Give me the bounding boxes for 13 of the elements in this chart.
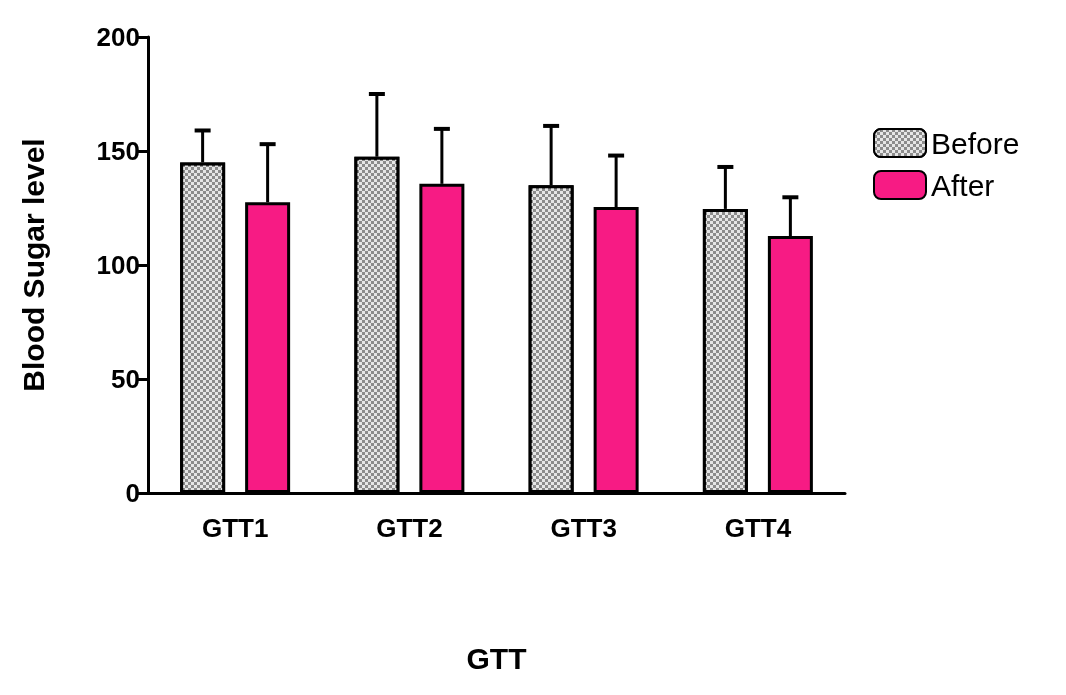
legend-label: After — [931, 168, 995, 202]
y-tick-label: 200 — [96, 22, 140, 52]
legend-label: Before — [931, 126, 1020, 160]
y-axis-title: Blood Sugar level — [16, 138, 50, 392]
x-tick-label: GTT2 — [376, 513, 443, 543]
x-tick-label: GTT4 — [724, 513, 792, 543]
y-tick-label: 0 — [125, 478, 140, 508]
y-tick-label: 100 — [96, 250, 140, 280]
y-tick-label: 50 — [111, 364, 140, 394]
y-tick-label: 150 — [96, 136, 140, 166]
x-tick-label: GTT3 — [550, 513, 617, 543]
x-axis-title: GTT — [466, 641, 527, 675]
x-tick-label: GTT1 — [201, 513, 269, 543]
